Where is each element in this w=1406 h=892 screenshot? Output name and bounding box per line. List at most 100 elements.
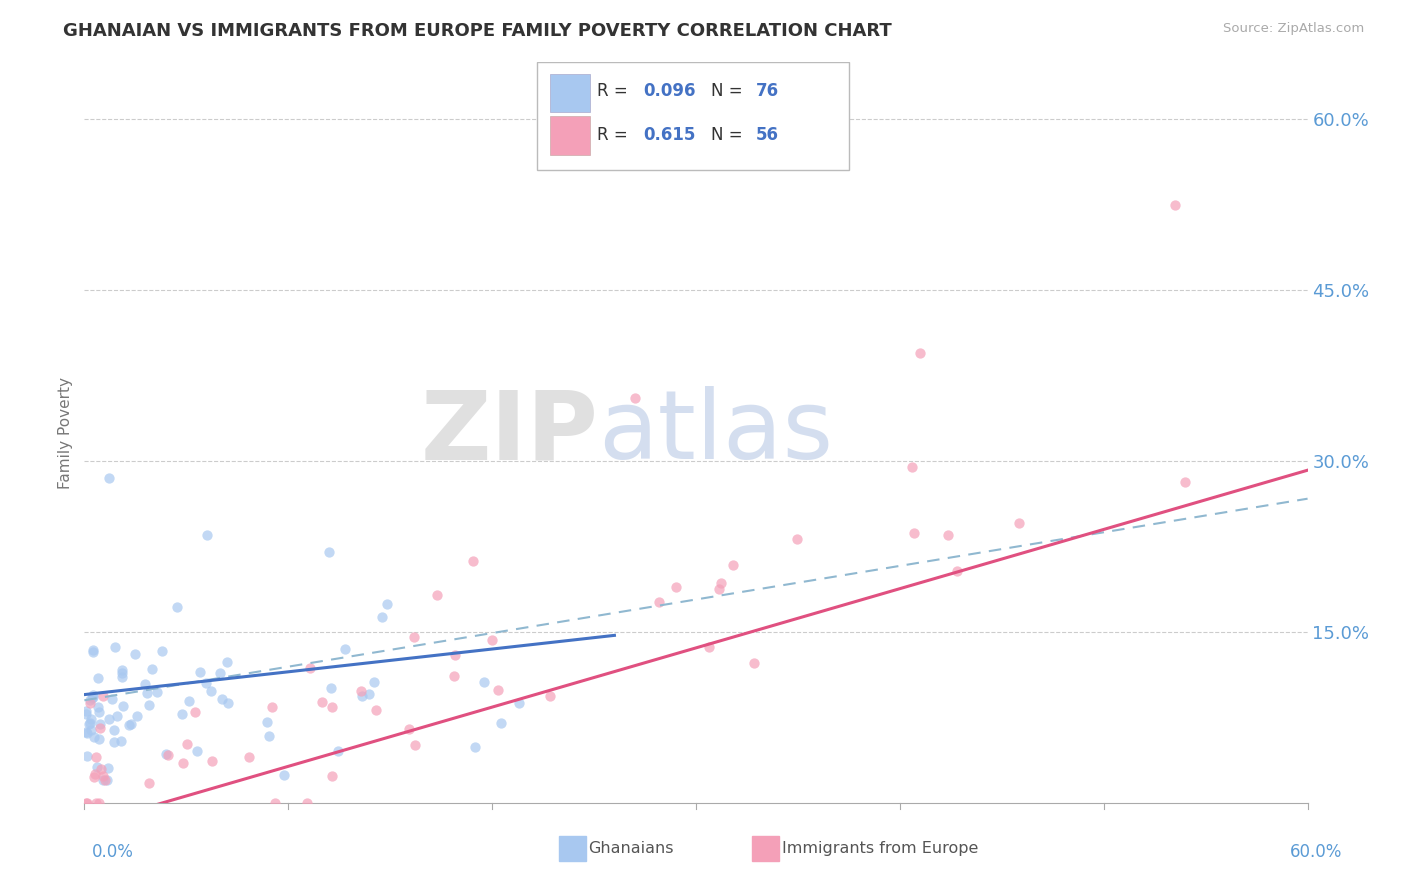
Point	[134, 677, 156, 691]
Point	[486, 682, 509, 697]
Point	[200, 754, 222, 768]
Point	[311, 695, 333, 709]
Point	[77, 717, 100, 731]
Point	[665, 580, 688, 594]
Text: R =: R =	[598, 126, 633, 144]
Point	[89, 721, 111, 735]
Point	[1174, 475, 1197, 489]
Point	[83, 767, 105, 781]
Point	[157, 748, 180, 763]
Point	[903, 525, 925, 540]
Point	[111, 665, 134, 680]
Point	[371, 609, 394, 624]
Point	[350, 683, 373, 698]
Point	[177, 694, 200, 708]
Text: GHANAIAN VS IMMIGRANTS FROM EUROPE FAMILY POVERTY CORRELATION CHART: GHANAIAN VS IMMIGRANTS FROM EUROPE FAMIL…	[63, 22, 891, 40]
Point	[200, 684, 222, 698]
Point	[318, 545, 340, 559]
Text: Source: ZipAtlas.com: Source: ZipAtlas.com	[1223, 22, 1364, 36]
Point	[124, 647, 146, 661]
Point	[188, 665, 211, 680]
Point	[273, 768, 295, 782]
Point	[211, 691, 233, 706]
Point	[363, 675, 385, 690]
Point	[172, 756, 194, 770]
Point	[91, 769, 114, 783]
Point	[136, 686, 159, 700]
Point	[1008, 516, 1031, 530]
Point	[97, 471, 120, 485]
Point	[82, 690, 104, 704]
Point	[91, 772, 114, 787]
Point	[333, 641, 356, 656]
Point	[425, 588, 447, 602]
Text: 0.0%: 0.0%	[91, 843, 134, 861]
Point	[82, 642, 104, 657]
Point	[208, 665, 231, 680]
Point	[172, 707, 194, 722]
Point	[103, 734, 125, 748]
Text: R =: R =	[598, 81, 633, 100]
Point	[79, 696, 101, 710]
Text: N =: N =	[710, 126, 748, 144]
Point	[111, 670, 134, 684]
Point	[104, 640, 127, 655]
Text: N =: N =	[710, 81, 748, 100]
Point	[76, 796, 98, 810]
Point	[110, 663, 132, 677]
Point	[87, 700, 110, 714]
Point	[127, 708, 149, 723]
Point	[260, 699, 283, 714]
Point	[404, 738, 426, 752]
Point	[138, 776, 160, 790]
Point	[79, 716, 101, 731]
Point	[86, 760, 108, 774]
Point	[321, 699, 343, 714]
Point	[80, 691, 103, 706]
Point	[508, 696, 530, 710]
Point	[256, 714, 278, 729]
Point	[257, 729, 280, 743]
Point	[319, 681, 342, 696]
Point	[721, 558, 744, 572]
Point	[263, 796, 285, 810]
Point	[1164, 198, 1187, 212]
Point	[87, 796, 110, 810]
FancyBboxPatch shape	[537, 62, 849, 169]
Point	[80, 712, 103, 726]
Point	[398, 723, 420, 737]
Text: 56: 56	[756, 126, 779, 144]
Point	[910, 346, 932, 360]
Point	[96, 772, 118, 787]
Point	[946, 564, 969, 578]
Point	[176, 737, 198, 751]
Point	[217, 697, 239, 711]
Point	[238, 749, 260, 764]
Point	[87, 671, 110, 685]
Point	[82, 645, 104, 659]
Point	[481, 632, 503, 647]
Point	[141, 661, 163, 675]
Point	[707, 582, 730, 596]
Point	[82, 688, 104, 702]
Point	[321, 769, 343, 783]
Text: 76: 76	[756, 81, 779, 100]
Point	[375, 597, 398, 611]
Point	[697, 640, 720, 654]
Point	[90, 762, 112, 776]
Point	[111, 698, 134, 713]
Point	[402, 630, 425, 644]
Point	[443, 668, 465, 682]
Point	[98, 712, 121, 726]
Point	[75, 724, 97, 739]
FancyBboxPatch shape	[550, 73, 589, 112]
Point	[89, 717, 111, 731]
Point	[118, 718, 141, 732]
Point	[444, 648, 467, 662]
Point	[155, 747, 177, 761]
Point	[83, 730, 105, 744]
Y-axis label: Family Poverty: Family Poverty	[58, 376, 73, 489]
Point	[359, 687, 381, 701]
Point	[75, 796, 97, 810]
Text: 60.0%: 60.0%	[1291, 843, 1343, 861]
